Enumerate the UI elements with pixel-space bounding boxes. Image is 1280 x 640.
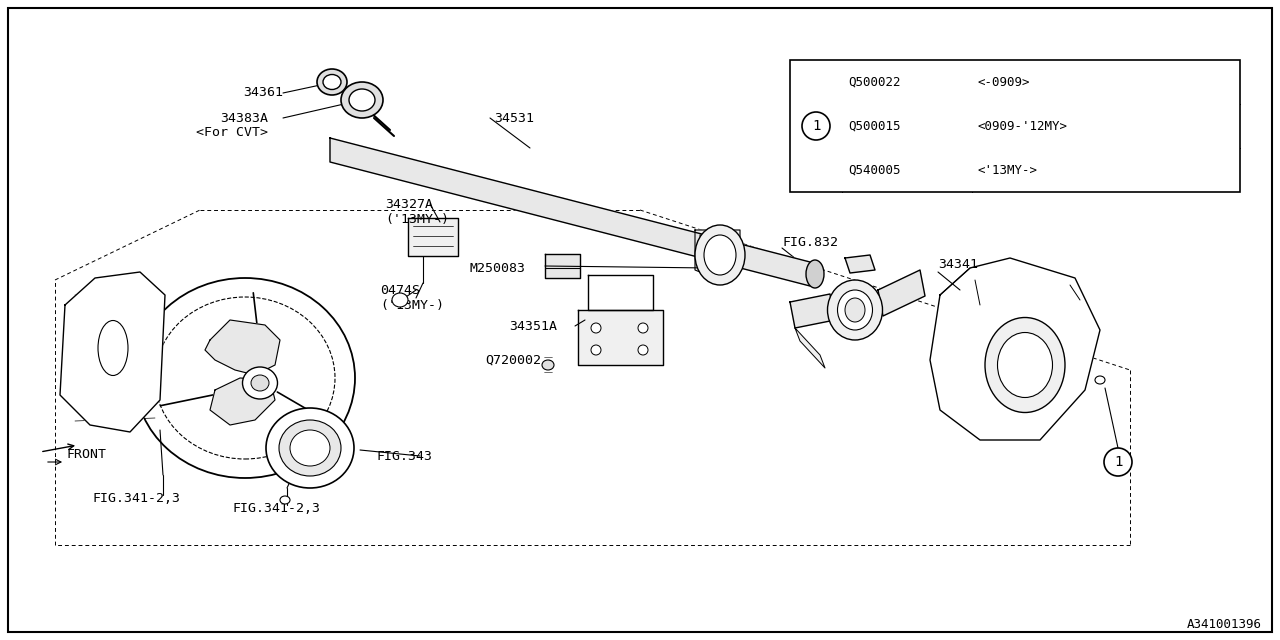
Polygon shape <box>210 378 275 425</box>
Text: 34341: 34341 <box>938 257 978 271</box>
Ellipse shape <box>349 89 375 111</box>
Text: <0909-'12MY>: <0909-'12MY> <box>978 120 1068 132</box>
Text: 1: 1 <box>1114 455 1123 469</box>
Circle shape <box>637 323 648 333</box>
Polygon shape <box>695 230 740 280</box>
Text: M250083: M250083 <box>470 262 526 275</box>
Text: FRONT: FRONT <box>67 449 108 461</box>
Ellipse shape <box>845 298 865 322</box>
Polygon shape <box>579 310 663 365</box>
Circle shape <box>803 112 829 140</box>
Text: 1: 1 <box>812 119 820 133</box>
Polygon shape <box>60 272 165 432</box>
Polygon shape <box>330 138 810 286</box>
Text: 0474S: 0474S <box>380 284 420 296</box>
Text: Q720002: Q720002 <box>485 353 541 367</box>
Ellipse shape <box>837 290 873 330</box>
Ellipse shape <box>704 235 736 275</box>
Ellipse shape <box>317 69 347 95</box>
Text: 34351A: 34351A <box>509 319 557 333</box>
Ellipse shape <box>392 293 408 307</box>
Text: Q500022: Q500022 <box>849 76 901 88</box>
Bar <box>790 60 1240 192</box>
Polygon shape <box>700 235 730 272</box>
Polygon shape <box>545 254 580 278</box>
Circle shape <box>591 345 602 355</box>
Text: Q500015: Q500015 <box>849 120 901 132</box>
Polygon shape <box>408 218 458 256</box>
Ellipse shape <box>266 408 355 488</box>
Ellipse shape <box>827 280 882 340</box>
Ellipse shape <box>997 333 1052 397</box>
Text: 34327A: 34327A <box>385 198 433 211</box>
Ellipse shape <box>1094 376 1105 384</box>
Polygon shape <box>790 294 835 328</box>
Text: A341001396: A341001396 <box>1187 618 1262 632</box>
Ellipse shape <box>806 260 824 288</box>
Polygon shape <box>205 320 280 375</box>
Text: FIG.832: FIG.832 <box>782 236 838 248</box>
Polygon shape <box>878 270 925 316</box>
Ellipse shape <box>280 496 291 504</box>
Text: FIG.343: FIG.343 <box>376 449 433 463</box>
Polygon shape <box>588 275 653 310</box>
Polygon shape <box>845 255 876 273</box>
Polygon shape <box>795 328 826 368</box>
Ellipse shape <box>695 225 745 285</box>
Ellipse shape <box>251 375 269 391</box>
Ellipse shape <box>986 317 1065 413</box>
Circle shape <box>637 345 648 355</box>
Polygon shape <box>931 258 1100 440</box>
Text: <For CVT>: <For CVT> <box>196 127 268 140</box>
Text: FIG.341-2,3: FIG.341-2,3 <box>233 502 321 515</box>
Text: 34361: 34361 <box>243 86 283 99</box>
Circle shape <box>591 323 602 333</box>
Ellipse shape <box>242 367 278 399</box>
Text: <-0909>: <-0909> <box>978 76 1030 88</box>
Text: ('13MY-): ('13MY-) <box>385 212 449 225</box>
Text: Q540005: Q540005 <box>849 163 901 177</box>
Ellipse shape <box>291 430 330 466</box>
Ellipse shape <box>279 420 340 476</box>
Text: 34383A: 34383A <box>220 111 268 125</box>
Text: FIG.341-2,3: FIG.341-2,3 <box>93 492 180 504</box>
Ellipse shape <box>323 74 340 90</box>
Ellipse shape <box>541 360 554 370</box>
Ellipse shape <box>340 82 383 118</box>
Circle shape <box>1103 448 1132 476</box>
Text: <'13MY->: <'13MY-> <box>978 163 1038 177</box>
Text: 34531: 34531 <box>494 111 534 125</box>
Text: ('13MY-): ('13MY-) <box>380 298 444 312</box>
